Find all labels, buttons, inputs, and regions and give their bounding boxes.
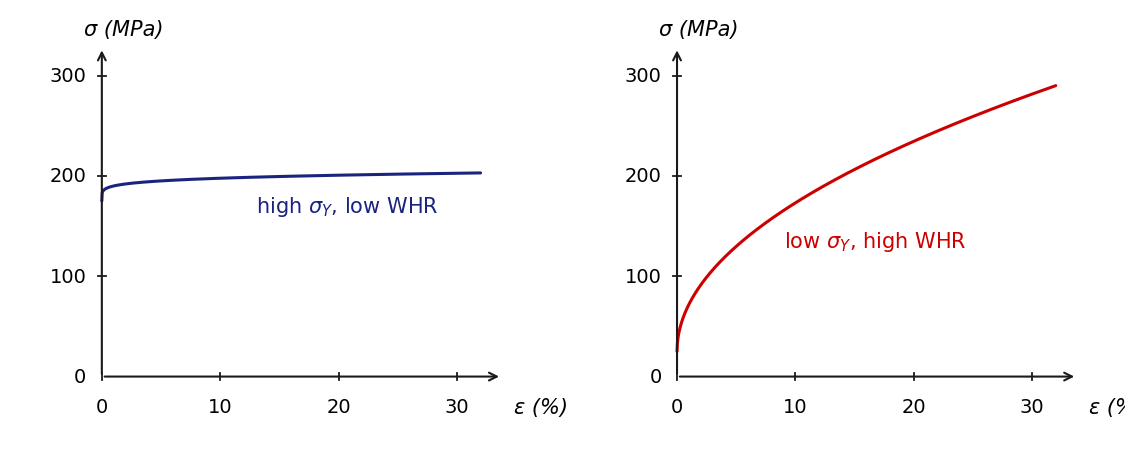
Text: 20: 20 (901, 397, 926, 416)
Text: σ (MPa): σ (MPa) (84, 20, 163, 40)
Text: σ (MPa): σ (MPa) (659, 20, 739, 40)
Text: 10: 10 (208, 397, 233, 416)
Text: 300: 300 (624, 67, 661, 86)
Text: 0: 0 (649, 367, 662, 386)
Text: 20: 20 (326, 397, 351, 416)
Text: 200: 200 (624, 167, 661, 186)
Text: ε (%): ε (%) (1089, 397, 1125, 417)
Text: 0: 0 (96, 397, 108, 416)
Text: high $\sigma_Y$, low WHR: high $\sigma_Y$, low WHR (255, 195, 439, 218)
Text: low $\sigma_Y$, high WHR: low $\sigma_Y$, high WHR (783, 230, 966, 253)
Text: 100: 100 (50, 267, 87, 286)
Text: 30: 30 (444, 397, 469, 416)
Text: 200: 200 (50, 167, 87, 186)
Text: ε (%): ε (%) (514, 397, 568, 417)
Text: 0: 0 (670, 397, 683, 416)
Text: 0: 0 (74, 367, 87, 386)
Text: 10: 10 (783, 397, 808, 416)
Text: 30: 30 (1019, 397, 1044, 416)
Text: 300: 300 (50, 67, 87, 86)
Text: 100: 100 (624, 267, 661, 286)
